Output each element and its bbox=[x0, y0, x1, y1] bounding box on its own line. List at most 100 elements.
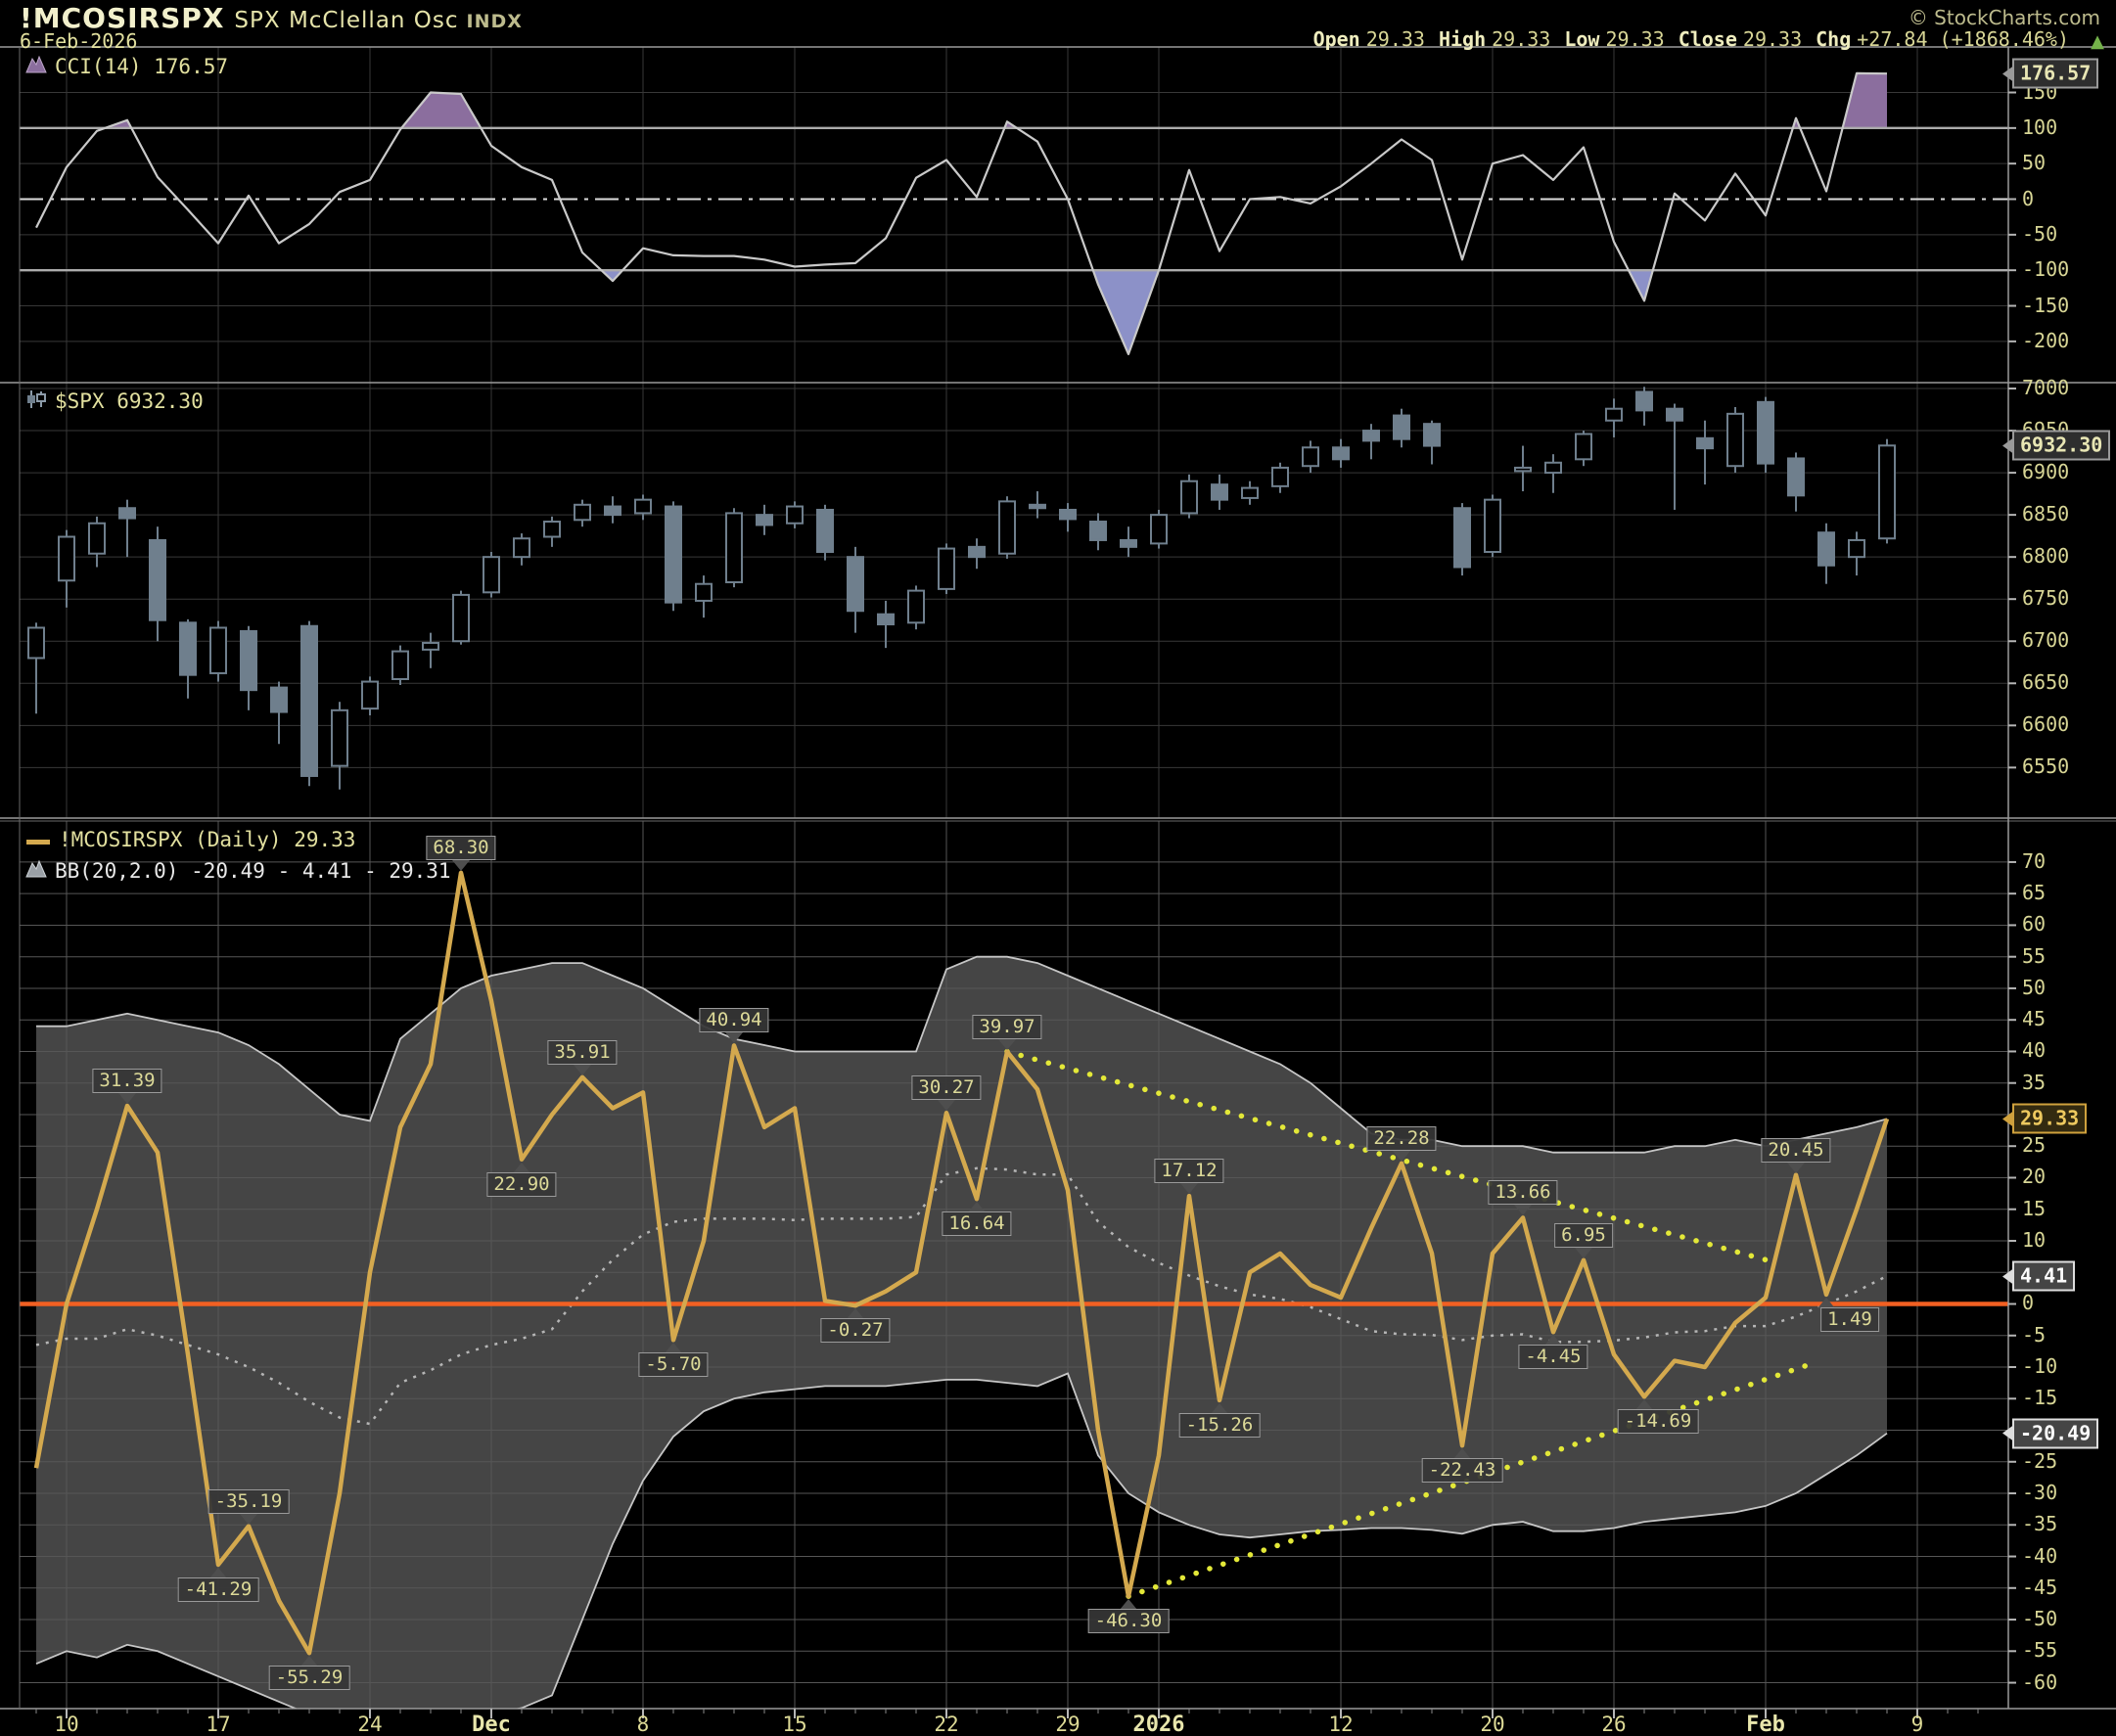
badge-arrow-icon bbox=[2002, 437, 2013, 454]
data-point-label: 13.66 bbox=[1488, 1180, 1558, 1206]
data-point-label: -14.69 bbox=[1617, 1409, 1699, 1435]
orange-dash-icon bbox=[25, 831, 51, 849]
label-pointer-icon bbox=[574, 1064, 591, 1075]
badge-arrow-icon bbox=[2002, 66, 2013, 82]
cci-axis-tick-label: -100 bbox=[2022, 257, 2070, 282]
data-point-label: -0.27 bbox=[820, 1318, 891, 1344]
mco-axis-tick-label: -55 bbox=[2022, 1638, 2058, 1663]
mco-axis-badge: -20.49 bbox=[2002, 1418, 2099, 1449]
ohlc-value: 29.33 bbox=[1492, 27, 1551, 51]
x-axis-tick-label: 8 bbox=[636, 1713, 650, 1736]
label-pointer-icon bbox=[452, 859, 470, 871]
data-point-label: -46.30 bbox=[1087, 1609, 1170, 1634]
mco-axis-tick-label: -50 bbox=[2022, 1607, 2058, 1631]
label-pointer-icon bbox=[725, 1032, 743, 1044]
data-point-label: 6.95 bbox=[1554, 1222, 1613, 1248]
mco-axis-tick-label: 45 bbox=[2022, 1007, 2047, 1031]
data-point-label: 22.90 bbox=[486, 1171, 557, 1197]
ohlc-summary: Open 29.33 High 29.33 Low 29.33 Close 29.33 Chg +… bbox=[1313, 27, 2083, 51]
cci-legend-label: CCI(14) 176.57 bbox=[55, 55, 229, 78]
label-pointer-icon bbox=[1514, 1205, 1532, 1216]
mco-axis-tick-label: 0 bbox=[2022, 1291, 2035, 1315]
copyright: © StockCharts.com bbox=[1908, 6, 2100, 29]
x-axis-tick-label: 12 bbox=[1328, 1713, 1354, 1736]
data-point-label: 20.45 bbox=[1761, 1137, 1831, 1163]
ohlc-value: +27.84 (+1868.46%) bbox=[1857, 27, 2069, 51]
spx-legend: $SPX 6932.30 bbox=[25, 389, 204, 413]
cci-axis-tick-label: 0 bbox=[2022, 186, 2035, 210]
data-point-label: 16.64 bbox=[942, 1211, 1012, 1237]
spx-axis-tick-label: 6550 bbox=[2022, 754, 2070, 779]
bb-legend-label: BB(20,2.0) -20.49 - 4.41 - 29.31 bbox=[55, 859, 451, 883]
label-pointer-icon bbox=[1635, 1399, 1653, 1411]
mco-axis-tick-label: -10 bbox=[2022, 1354, 2058, 1378]
mco-axis-tick-label: -30 bbox=[2022, 1481, 2058, 1505]
cci-axis-tick-label: -200 bbox=[2022, 328, 2070, 352]
data-point-label: 31.39 bbox=[92, 1069, 162, 1093]
mco-axis-tick-label: 35 bbox=[2022, 1070, 2047, 1094]
x-axis-tick-label: 9 bbox=[1910, 1713, 1924, 1736]
bb-legend: BB(20,2.0) -20.49 - 4.41 - 29.31 bbox=[25, 859, 451, 883]
gray-mountain-icon bbox=[25, 859, 47, 882]
mco-axis-tick-label: 65 bbox=[2022, 881, 2047, 905]
spx-axis-tick-label: 6650 bbox=[2022, 670, 2070, 695]
spx-axis-tick-label: 6800 bbox=[2022, 544, 2070, 569]
label-pointer-icon bbox=[513, 1162, 530, 1173]
x-axis-tick-label: 24 bbox=[357, 1713, 383, 1736]
mco-legend: !MCOSIRSPX (Daily) 29.33 bbox=[25, 828, 355, 851]
spx-axis-tick-label: 6750 bbox=[2022, 586, 2070, 611]
x-axis-tick-label: 10 bbox=[54, 1713, 79, 1736]
x-axis-tick-label: Feb bbox=[1746, 1713, 1785, 1736]
cci-axis-tick-label: 50 bbox=[2022, 151, 2047, 175]
label-pointer-icon bbox=[847, 1308, 864, 1320]
mco-axis-tick-label: -15 bbox=[2022, 1386, 2058, 1410]
candlestick-icon bbox=[25, 389, 47, 413]
cci-axis-tick-label: -50 bbox=[2022, 221, 2058, 246]
symbol-text: !MCOSIRSPX bbox=[20, 2, 225, 34]
label-pointer-icon bbox=[938, 1100, 955, 1112]
mco-axis-tick-label: 50 bbox=[2022, 975, 2047, 999]
label-pointer-icon bbox=[1453, 1448, 1471, 1460]
label-pointer-icon bbox=[665, 1343, 682, 1354]
mco-axis-badge: 29.33 bbox=[2002, 1103, 2088, 1134]
ohlc-value: 29.33 bbox=[1365, 27, 1425, 51]
data-point-label: -22.43 bbox=[1421, 1458, 1503, 1484]
symbol-name: SPX McClellan Osc bbox=[234, 8, 459, 33]
spx-axis-tick-label: 6700 bbox=[2022, 628, 2070, 653]
spx-axis-tick-label: 6600 bbox=[2022, 712, 2070, 737]
x-axis-tick-label: 2026 bbox=[1132, 1713, 1185, 1736]
badge-arrow-icon bbox=[2002, 1425, 2013, 1441]
data-point-label: 17.12 bbox=[1154, 1159, 1224, 1184]
mco-axis-tick-label: 25 bbox=[2022, 1133, 2047, 1158]
symbol-title: !MCOSIRSPX SPX McClellan Osc INDX bbox=[20, 2, 523, 34]
ohlc-value: 29.33 bbox=[1742, 27, 1803, 51]
label-pointer-icon bbox=[968, 1202, 986, 1213]
mco-axis-tick-label: 40 bbox=[2022, 1038, 2047, 1063]
label-pointer-icon bbox=[1544, 1335, 1562, 1347]
spx-axis-tick-label: 6900 bbox=[2022, 460, 2070, 484]
data-point-label: 35.91 bbox=[547, 1039, 618, 1065]
label-pointer-icon bbox=[1393, 1150, 1410, 1162]
up-triangle-icon: ▲ bbox=[2091, 31, 2104, 52]
x-axis-tick-label: 29 bbox=[1055, 1713, 1081, 1736]
mco-axis-tick-label: 60 bbox=[2022, 912, 2047, 937]
x-axis-tick-label: 22 bbox=[934, 1713, 959, 1736]
x-axis-tick-label: 17 bbox=[206, 1713, 231, 1736]
ohlc-label: Close bbox=[1678, 27, 1737, 51]
data-point-label: -5.70 bbox=[638, 1352, 709, 1378]
x-axis-tick-label: 15 bbox=[782, 1713, 807, 1736]
data-point-label: -41.29 bbox=[177, 1576, 259, 1602]
data-point-label: 1.49 bbox=[1820, 1306, 1879, 1332]
mco-axis-tick-label: -40 bbox=[2022, 1543, 2058, 1568]
mco-legend-label: !MCOSIRSPX (Daily) 29.33 bbox=[59, 828, 356, 851]
spx-legend-label: $SPX 6932.30 bbox=[55, 389, 204, 413]
symbol-exchange: INDX bbox=[466, 11, 523, 32]
x-axis-tick-label: 20 bbox=[1480, 1713, 1505, 1736]
purple-mountain-icon bbox=[25, 55, 47, 77]
ohlc-label: High bbox=[1438, 27, 1487, 51]
mco-axis-tick-label: 55 bbox=[2022, 943, 2047, 968]
cci-axis-tick-label: 100 bbox=[2022, 114, 2058, 139]
label-pointer-icon bbox=[240, 1513, 257, 1525]
mco-axis-tick-label: -25 bbox=[2022, 1448, 2058, 1473]
